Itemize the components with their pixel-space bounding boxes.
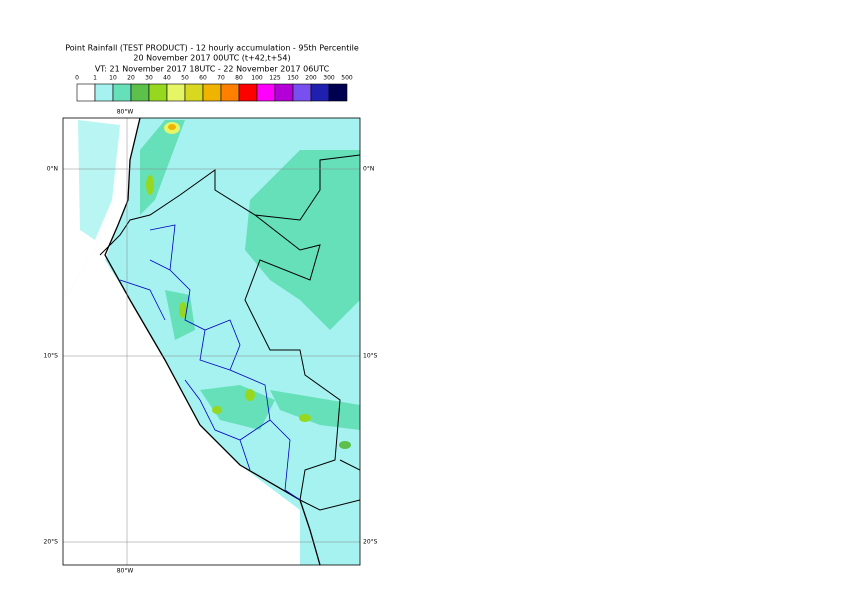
lon-label: 80°W bbox=[117, 109, 134, 116]
legend-label: 60 bbox=[199, 75, 207, 82]
legend-label: 40 bbox=[163, 75, 171, 82]
title: Point Rainfall (TEST PRODUCT) - 12 hourl… bbox=[65, 44, 359, 53]
legend-label: 200 bbox=[305, 75, 317, 82]
legend-swatch bbox=[166, 83, 186, 102]
lat-label: 10°S bbox=[44, 353, 59, 360]
legend-swatch bbox=[310, 83, 330, 102]
legend-swatch bbox=[220, 83, 240, 102]
lat-label: 10°S bbox=[363, 353, 378, 360]
legend-label: 80 bbox=[235, 75, 243, 82]
legend-label: 70 bbox=[217, 75, 225, 82]
legend-swatch bbox=[256, 83, 276, 102]
legend-swatch bbox=[112, 83, 132, 102]
legend-label: 30 bbox=[145, 75, 153, 82]
legend-label: 100 bbox=[251, 75, 263, 82]
lat-label: 20°S bbox=[44, 539, 59, 546]
graticule bbox=[63, 118, 360, 565]
legend-swatch bbox=[274, 83, 294, 102]
legend-label: 50 bbox=[181, 75, 189, 82]
legend-label: 20 bbox=[127, 75, 135, 82]
legend-label: 0 bbox=[75, 75, 79, 82]
legend-swatch bbox=[238, 83, 258, 102]
map-field bbox=[63, 118, 360, 565]
lat-label: 20°S bbox=[363, 539, 378, 546]
legend-swatch bbox=[328, 83, 348, 102]
map-frame bbox=[62, 117, 361, 566]
legend-swatch bbox=[292, 83, 312, 102]
legend-label: 300 bbox=[323, 75, 335, 82]
legend-swatch bbox=[130, 83, 150, 102]
lat-label: 0°N bbox=[363, 166, 374, 173]
legend-label: 10 bbox=[109, 75, 117, 82]
legend-swatch bbox=[184, 83, 204, 102]
legend-label: 1 bbox=[93, 75, 97, 82]
legend-label: 150 bbox=[287, 75, 299, 82]
legend-swatch bbox=[94, 83, 114, 102]
lon-label: 80°W bbox=[117, 568, 134, 575]
lat-label: 0°N bbox=[47, 166, 58, 173]
subtitle: 20 November 2017 00UTC (t+42,t+54) bbox=[133, 54, 290, 63]
valid-time: VT: 21 November 2017 18UTC - 22 November… bbox=[95, 65, 330, 74]
legend-swatch bbox=[76, 83, 96, 102]
legend: 0 1 10 20 30 40 50 60 70 80 100 125 150 200 300 500 bbox=[75, 75, 353, 102]
legend-label: 125 bbox=[269, 75, 281, 82]
legend-swatch bbox=[202, 83, 222, 102]
legend-label: 500 bbox=[341, 75, 353, 82]
legend-swatch bbox=[148, 83, 168, 102]
